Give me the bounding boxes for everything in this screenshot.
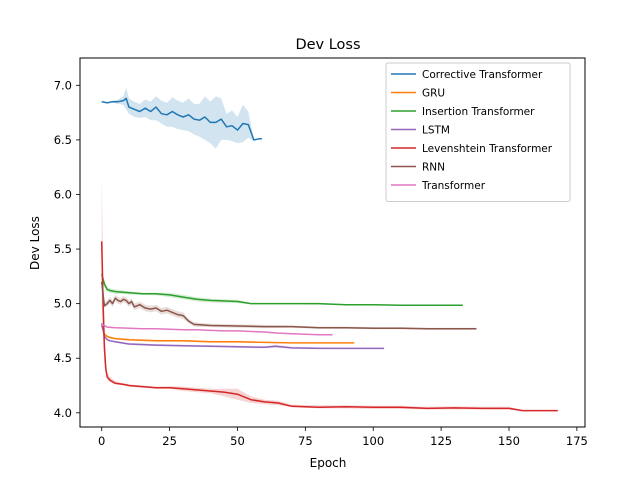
legend-label: Corrective Transformer — [422, 69, 543, 81]
y-tick-label: 5.0 — [54, 297, 72, 311]
series-line-rnn — [100, 281, 477, 330]
x-axis: 0 25 50 75 100 125 150 175 — [98, 427, 588, 448]
series-line-levenshtein-transformer — [100, 241, 558, 412]
y-tick-label: 7.0 — [54, 78, 72, 92]
band-insertion-transformer — [101, 268, 463, 306]
x-tick-label: 175 — [566, 434, 588, 448]
x-tick-label: 75 — [298, 434, 313, 448]
x-tick-label: 150 — [498, 434, 520, 448]
legend: Corrective Transformer GRU Insertion Trans… — [385, 62, 571, 202]
y-axis-label: Dev Loss — [28, 216, 42, 270]
series-line-corrective-transformer — [101, 97, 262, 141]
plot-area-frame — [79, 57, 586, 428]
x-tick-label: 50 — [230, 434, 245, 448]
y-tick-label: 4.0 — [54, 406, 72, 420]
legend-label: RNN — [422, 162, 445, 174]
x-tick-label: 25 — [162, 434, 177, 448]
chart-title: Dev Loss — [295, 37, 360, 53]
series-line-transformer — [101, 323, 333, 336]
series-line-insertion-transformer — [100, 274, 463, 307]
series-line-lstm — [100, 323, 385, 350]
series-lines — [100, 97, 558, 412]
legend-label: LSTM — [422, 125, 450, 137]
y-tick-label: 6.0 — [54, 187, 72, 201]
x-tick-label: 125 — [430, 434, 452, 448]
series-line-gru — [100, 325, 355, 344]
legend-label: Levenshtein Transformer — [422, 143, 553, 155]
band-corrective-transformer — [101, 87, 262, 149]
legend-label: GRU — [422, 88, 445, 100]
legend-label: Transformer — [421, 180, 486, 192]
legend-label: Insertion Transformer — [422, 106, 535, 118]
y-tick-label: 5.5 — [54, 242, 72, 256]
y-axis: 4.0 4.5 5.0 5.5 6.0 6.5 7.0 — [54, 78, 80, 420]
x-axis-label: Epoch — [310, 456, 347, 470]
legend-box — [385, 62, 571, 202]
x-tick-label: 0 — [98, 434, 105, 448]
y-tick-label: 6.5 — [54, 133, 72, 147]
y-tick-label: 4.5 — [54, 351, 72, 365]
x-tick-label: 100 — [362, 434, 384, 448]
